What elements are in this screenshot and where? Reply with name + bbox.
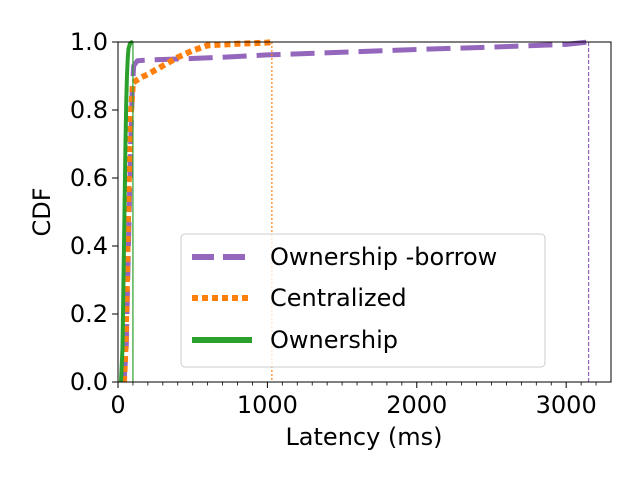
y-tick-label: 0.0	[70, 368, 108, 396]
legend-label-ownership: Ownership	[270, 326, 398, 354]
y-tick-label: 0.4	[70, 232, 108, 260]
x-tick-label: 1000	[237, 391, 298, 419]
y-tick-label: 1.0	[70, 28, 108, 56]
x-tick-label: 2000	[386, 391, 447, 419]
x-minor-ticks	[132, 382, 597, 386]
series-line-centralized	[120, 39, 273, 383]
plot-frame	[117, 41, 612, 383]
legend-frame	[180, 233, 546, 368]
x-tick-label: 0	[110, 391, 125, 419]
series-line-ownership	[118, 40, 134, 383]
y-tick-label: 0.6	[70, 164, 108, 192]
y-tick-label: 0.2	[70, 300, 108, 328]
legend-label-centralized: Centralized	[270, 284, 407, 312]
axis-ticks: 0 1000 2000 3000 0.0 0.2 0.4 0.6 0.8 1.0	[70, 28, 597, 419]
legend-label-ownership-borrow: Ownership -borrow	[270, 243, 497, 271]
x-axis-label: Latency (ms)	[285, 423, 442, 451]
x-tick-label: 3000	[536, 391, 597, 419]
legend: Ownership -borrow Centralized Ownership	[180, 233, 546, 368]
series-line-ownership-borrow	[121, 39, 589, 383]
y-axis-label: CDF	[28, 187, 56, 236]
series-layer	[118, 39, 590, 383]
y-tick-label: 0.8	[70, 96, 108, 124]
